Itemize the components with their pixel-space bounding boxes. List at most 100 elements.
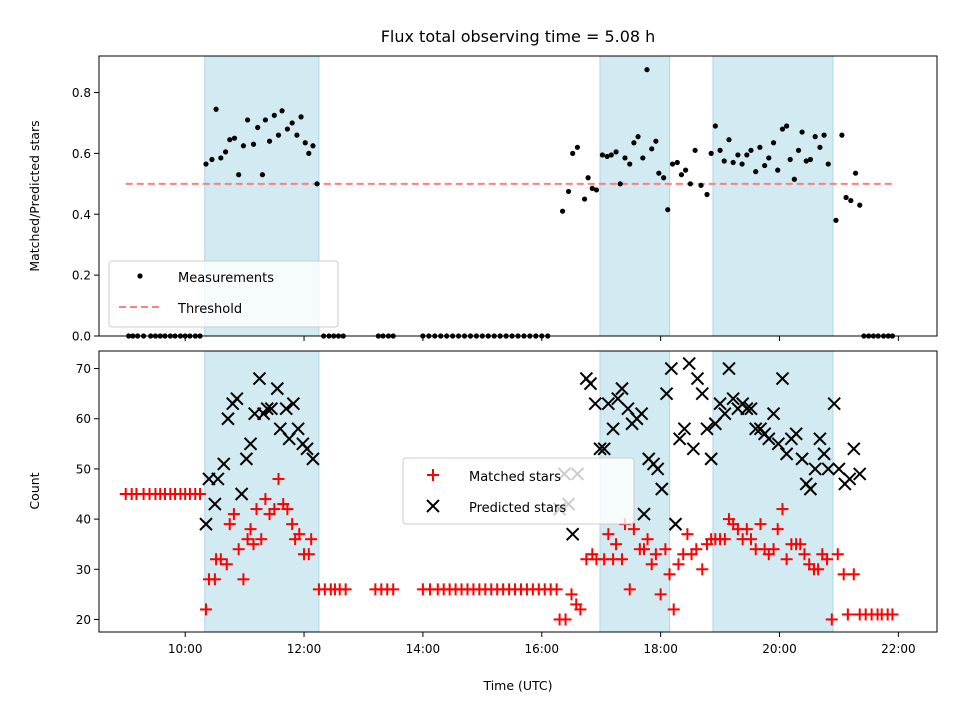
top-shaded-region-3 — [712, 55, 834, 337]
measurement-point — [687, 181, 693, 187]
measurement-point — [644, 67, 650, 73]
predicted-star-point — [842, 472, 857, 486]
predicted-star-point — [695, 386, 709, 401]
matched-star-point — [602, 528, 615, 541]
predicted-star-point — [659, 386, 674, 401]
matched-star-point — [286, 518, 299, 531]
measurement-point — [669, 161, 676, 167]
measurement-point — [661, 175, 667, 181]
top-y-axis-label: Matched/Predicted stars — [27, 120, 42, 271]
matched-stars-series — [119, 472, 899, 626]
bottom-y-tick-label: 50 — [76, 462, 91, 476]
measurements-series — [126, 67, 896, 339]
predicted-star-point — [588, 396, 602, 411]
matched-star-point — [272, 472, 285, 485]
predicted-star-point — [853, 467, 867, 481]
measurement-point — [825, 161, 831, 167]
bottom-y-axis-label: Count — [27, 472, 42, 509]
bottom-y-tick-label: 60 — [76, 412, 91, 426]
predicted-star-point — [243, 437, 258, 451]
measurement-point — [289, 120, 295, 126]
matched-star-point — [837, 568, 850, 581]
predicted-star-point — [260, 401, 274, 416]
measurement-point — [266, 138, 273, 144]
matched-star-point — [268, 503, 281, 516]
measurement-point — [613, 149, 619, 155]
bottom-y-tick-label: 20 — [76, 613, 91, 627]
legend-predicted-label: Predicted stars — [469, 501, 566, 516]
predicted-star-point — [771, 437, 786, 451]
predicted-star-point — [583, 376, 598, 391]
predicted-star-point — [611, 391, 625, 406]
measurement-point — [294, 132, 300, 138]
predicted-star-point — [270, 381, 285, 396]
matched-star-point — [645, 558, 658, 571]
predicted-star-point — [722, 361, 736, 376]
measurement-point — [721, 158, 727, 164]
measurement-point — [310, 143, 316, 149]
measurement-point — [279, 108, 285, 114]
matched-star-point — [663, 568, 676, 581]
bottom-axes-frame — [98, 350, 938, 633]
measurement-point — [753, 169, 759, 175]
matched-star-point — [637, 543, 650, 556]
predicted-star-point — [704, 452, 718, 466]
measurement-point — [762, 162, 768, 169]
predicted-star-point — [832, 462, 846, 476]
figure-title: Flux total observing time = 5.08 h — [381, 27, 656, 46]
predicted-star-point — [664, 361, 679, 376]
predicted-star-point — [221, 412, 235, 426]
bottom-subplot: 20 30 40 50 60 70 10:00 12:00 14:00 16:00 18:00 20… — [27, 350, 938, 693]
measurement-point — [821, 132, 827, 138]
measurement-point — [766, 155, 772, 161]
legend-matched-marker — [427, 469, 439, 481]
measurement-point — [739, 161, 745, 167]
measurement-point — [649, 146, 655, 152]
measurement-point — [744, 152, 750, 158]
matched-star-point — [199, 603, 212, 616]
matched-star-point — [696, 563, 709, 576]
matched-star-point — [659, 543, 672, 556]
predicted-star-point — [199, 517, 213, 531]
predicted-star-point — [672, 432, 687, 446]
matched-star-point — [623, 583, 636, 596]
measurement-point — [787, 156, 793, 163]
predicted-star-point — [252, 371, 267, 386]
matched-star-point — [821, 553, 834, 566]
top-y-axis: 0.0 0.2 0.4 0.6 0.8 — [72, 86, 99, 344]
predicted-star-point — [700, 422, 714, 436]
bottom-x-axis-label: Time (UTC) — [482, 678, 552, 693]
predicted-star-point — [803, 482, 818, 496]
measurement-point — [839, 132, 845, 138]
predicted-star-point — [726, 391, 740, 406]
matched-star-point — [565, 588, 578, 601]
measurement-point — [240, 143, 247, 149]
measurement-point — [848, 197, 854, 204]
predicted-star-point — [668, 517, 683, 531]
predicted-star-point — [230, 391, 244, 406]
measurement-point — [698, 182, 704, 188]
predicted-star-point — [597, 442, 611, 456]
predicted-star-point — [775, 371, 790, 386]
matched-star-point — [208, 573, 221, 586]
measurement-point — [704, 191, 710, 198]
predicted-star-point — [795, 452, 809, 466]
measurement-point — [791, 176, 797, 182]
bottom-y-axis: 20 30 40 50 60 70 — [76, 362, 99, 627]
predicted-star-point — [615, 381, 629, 396]
measurement-point — [581, 196, 588, 202]
matched-star-point — [250, 503, 263, 516]
predicted-star-point — [847, 442, 861, 456]
measurement-point — [712, 123, 718, 129]
matched-star-point — [767, 543, 780, 556]
measurement-point — [683, 167, 689, 173]
measurement-point — [593, 187, 600, 193]
measurement-point — [692, 147, 698, 153]
matched-star-point — [780, 553, 793, 566]
top-legend-box — [108, 260, 339, 328]
measurement-point — [302, 140, 308, 146]
matched-star-point — [387, 583, 400, 596]
predicted-star-point — [686, 442, 701, 456]
measurement-point — [585, 175, 591, 181]
measurement-point — [222, 149, 229, 155]
